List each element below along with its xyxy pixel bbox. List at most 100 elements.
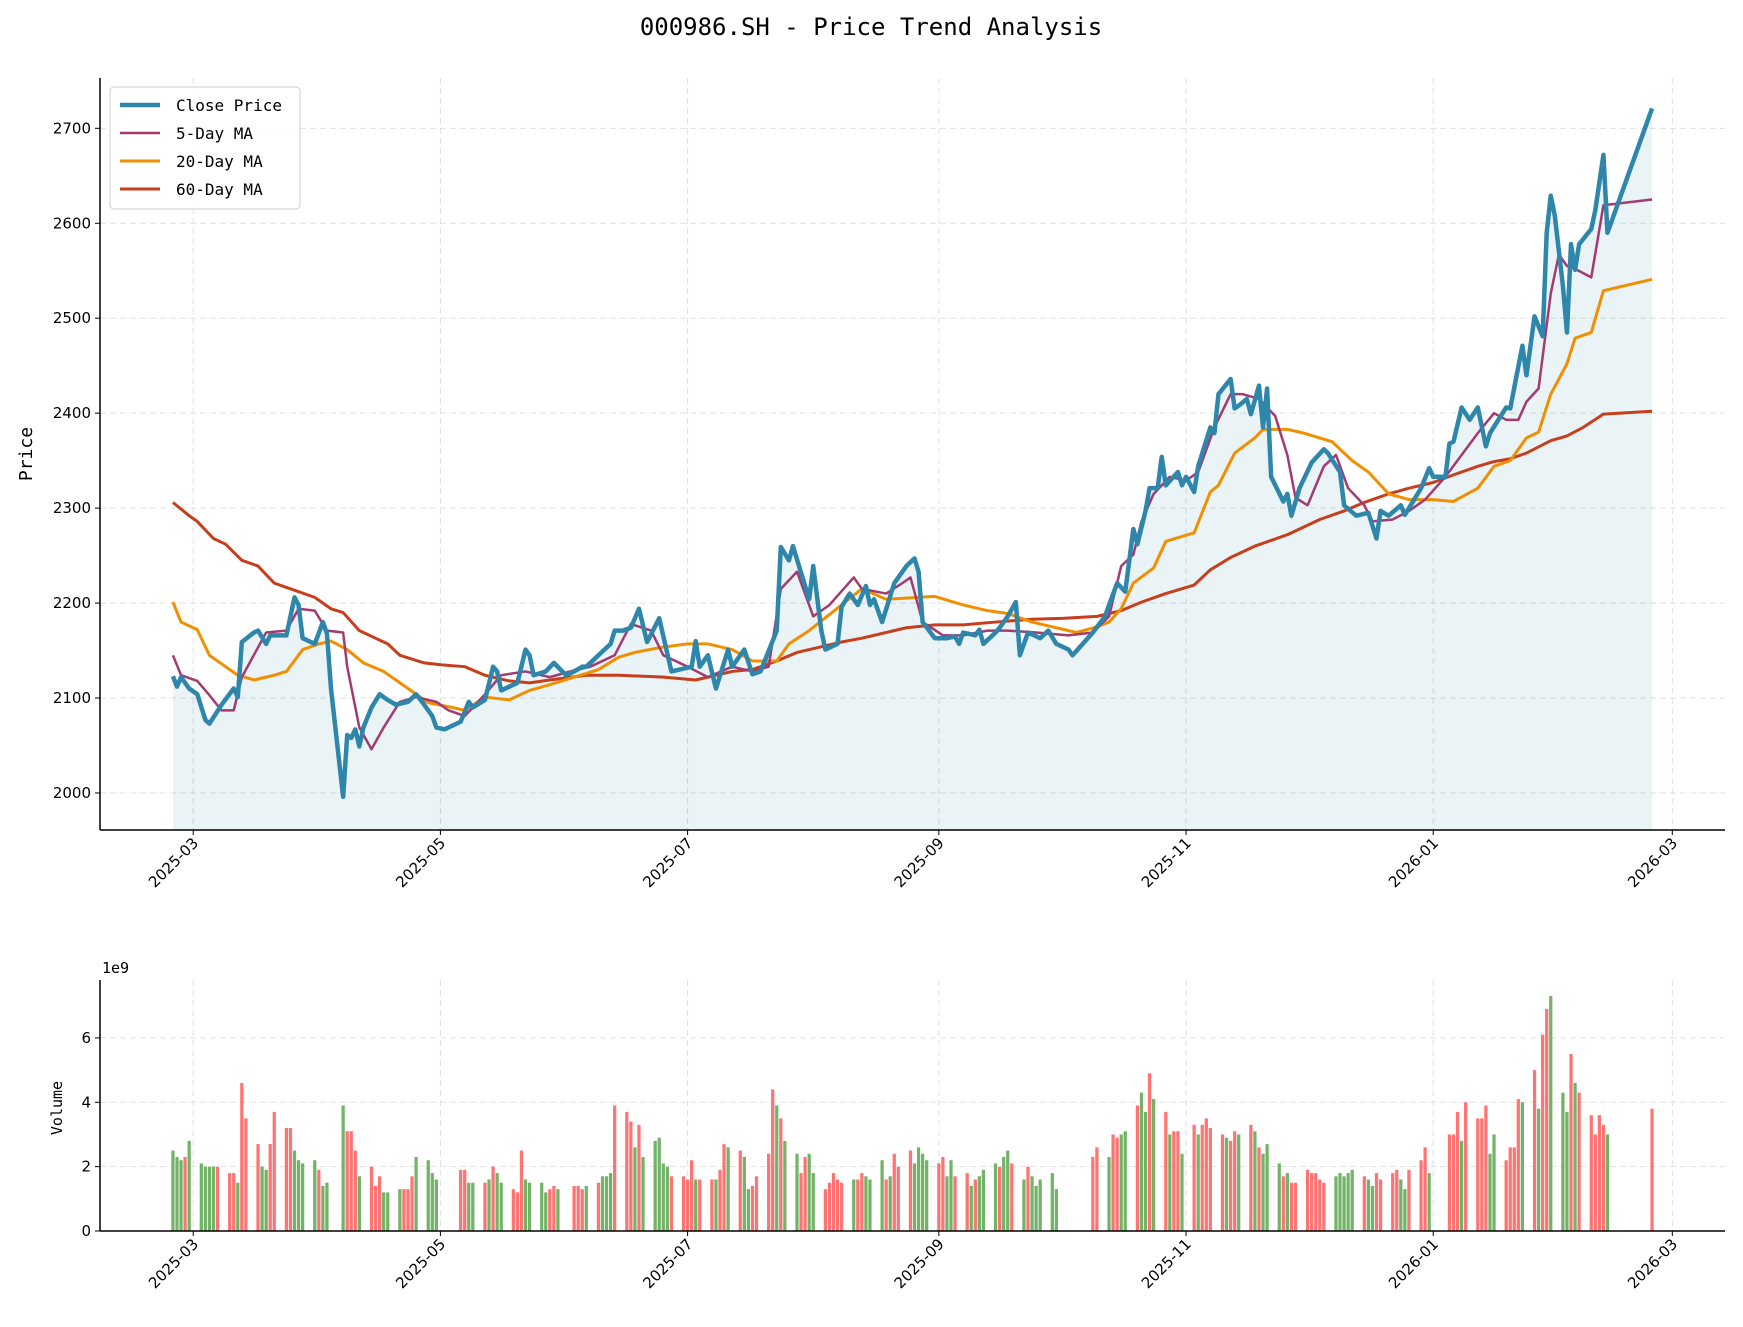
volume-bar (596, 1182, 601, 1231)
volume-bar (1002, 1156, 1006, 1231)
volume-bar (1196, 1134, 1200, 1231)
y-tick-label: 2500 (53, 309, 91, 327)
volume-y-axis-label: Volume (48, 1081, 66, 1135)
volume-bar (613, 1105, 617, 1231)
x-tick-label: 2026-03 (1624, 834, 1681, 891)
volume-bar (1030, 1176, 1034, 1231)
volume-bar (1010, 1163, 1014, 1231)
volume-bar (232, 1173, 236, 1231)
volume-bar (369, 1166, 374, 1231)
volume-bar (1512, 1147, 1516, 1231)
volume-bar (803, 1156, 807, 1231)
volume-bar (244, 1118, 248, 1231)
volume-bar (746, 1189, 750, 1231)
volume-bar (661, 1163, 665, 1231)
volume-bar (868, 1179, 872, 1231)
volume-bar (807, 1153, 811, 1231)
volume-bar (1139, 1092, 1144, 1231)
volume-plot-area (171, 996, 1654, 1231)
y-tick-label: 2400 (53, 404, 91, 422)
legend-label: 60-Day MA (176, 180, 263, 199)
volume-bar (357, 1176, 361, 1231)
volume-bar (373, 1185, 378, 1231)
series-line-close-price (170, 107, 1655, 800)
volume-bar (1423, 1147, 1427, 1231)
volume-bar (175, 1156, 179, 1231)
legend: Close Price 5-Day MA 20-Day MA 60-Day MA (109, 86, 301, 210)
volume-bar (1480, 1118, 1484, 1231)
volume-bar (171, 1150, 175, 1231)
volume-bar (580, 1189, 584, 1231)
volume-bar (775, 1105, 779, 1231)
volume-bar (459, 1169, 463, 1231)
volume-bar (852, 1179, 856, 1231)
volume-bar (912, 1163, 917, 1231)
volume-bar (1601, 1124, 1606, 1231)
x-tick-label: 2026-03 (1624, 1235, 1681, 1292)
volume-bar (1520, 1102, 1525, 1231)
volume-bar (1484, 1105, 1488, 1231)
volume-bar (325, 1182, 329, 1231)
volume-bar (1545, 1008, 1549, 1231)
volume-bar (690, 1160, 694, 1231)
volume-bar (710, 1179, 714, 1231)
volume-bar (1192, 1124, 1196, 1231)
volume-bar (1172, 1131, 1176, 1231)
volume-bar (831, 1173, 836, 1231)
volume-bar (1285, 1173, 1289, 1231)
y-tick-label: 2600 (53, 214, 91, 232)
volume-bar (1164, 1111, 1168, 1231)
volume-bar (341, 1105, 345, 1231)
volume-bar (1050, 1173, 1054, 1231)
volume-bar (1322, 1182, 1326, 1231)
volume-bar (187, 1140, 191, 1231)
volume-bar (426, 1160, 430, 1231)
volume-bar (767, 1153, 771, 1231)
volume-bar (1237, 1134, 1241, 1231)
volume-bar (463, 1169, 467, 1231)
y-tick-label: 2200 (53, 594, 91, 612)
volume-bar (694, 1179, 698, 1231)
volume-bar (998, 1166, 1002, 1231)
volume-bar (548, 1189, 552, 1231)
volume-bar (1370, 1185, 1375, 1231)
volume-bar (1395, 1169, 1399, 1231)
volume-bar (864, 1176, 868, 1231)
volume-bar (1253, 1131, 1257, 1231)
volume-bar (657, 1137, 661, 1231)
volume-bar (714, 1179, 718, 1231)
volume-bar (1180, 1153, 1184, 1231)
volume-bar (491, 1166, 495, 1231)
volume-bar (300, 1163, 305, 1231)
volume-bar (1577, 1092, 1581, 1231)
volume-bar (811, 1173, 815, 1231)
volume-bar (1318, 1179, 1322, 1231)
volume-bar (600, 1176, 605, 1231)
volume-bar (321, 1185, 325, 1231)
volume-bar (880, 1160, 884, 1231)
chart-title: 000986.SH - Price Trend Analysis (640, 13, 1102, 41)
volume-bar (203, 1166, 207, 1231)
volume-bar (576, 1185, 580, 1231)
volume-bar (584, 1185, 588, 1231)
volume-bar (896, 1166, 900, 1231)
volume-bar (540, 1182, 544, 1231)
volume-bar (572, 1185, 576, 1231)
volume-bar (916, 1147, 921, 1231)
volume-bar (398, 1189, 402, 1231)
x-tick-label: 2025-07 (639, 1235, 696, 1292)
volume-bar (1589, 1115, 1593, 1231)
volume-bar (1407, 1169, 1411, 1231)
volume-bar (698, 1179, 702, 1231)
volume-bar (1447, 1134, 1452, 1231)
x-tick-label: 2025-09 (891, 834, 948, 891)
x-tick-label: 2025-11 (1138, 1235, 1195, 1292)
volume-bar (1541, 1034, 1545, 1231)
volume-bar (1366, 1179, 1371, 1231)
volume-bar (1220, 1134, 1225, 1231)
volume-bar (1549, 996, 1553, 1231)
volume-bar (1038, 1179, 1042, 1231)
volume-bar (1378, 1179, 1383, 1231)
volume-bar (1107, 1156, 1111, 1231)
